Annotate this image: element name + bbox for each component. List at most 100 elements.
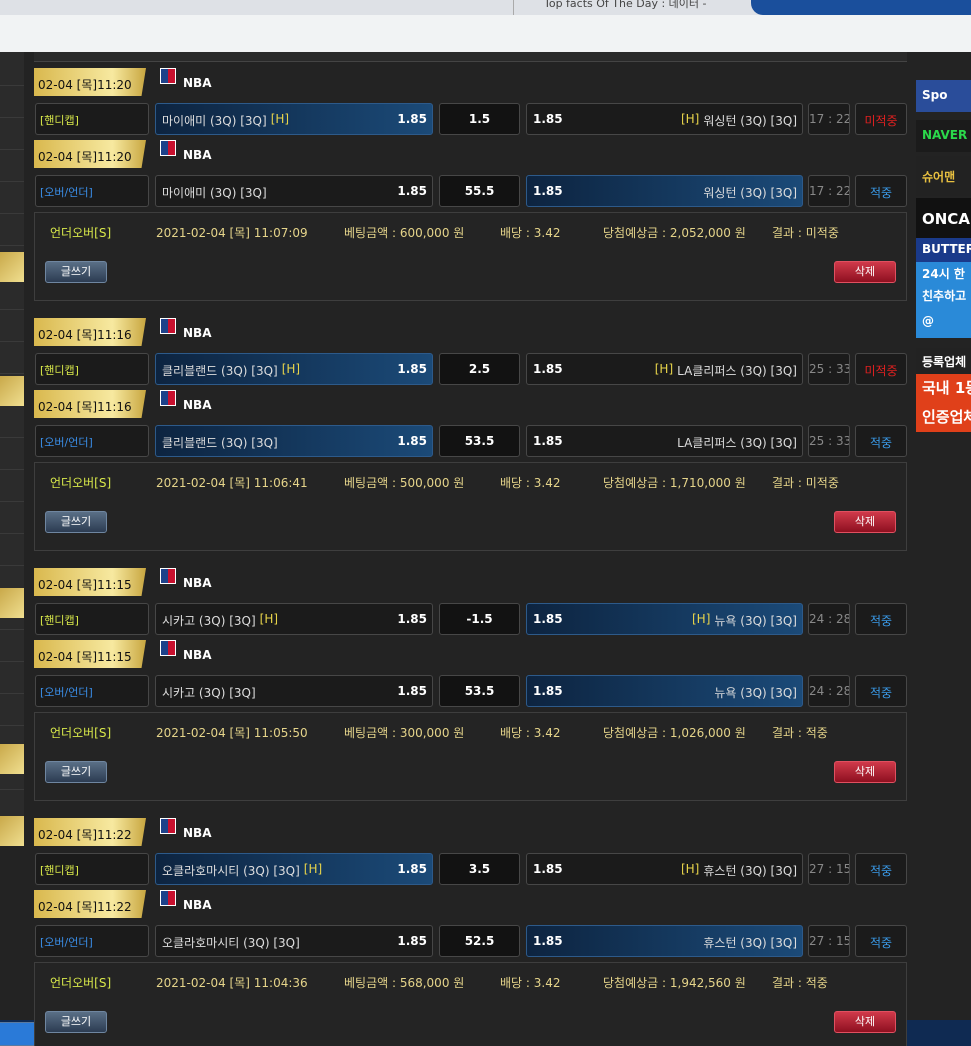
summary-odds: 배당 : 3.42: [500, 476, 561, 490]
home-team: 오클라호마시티 (3Q) [3Q]: [162, 864, 300, 878]
sidebar-banner[interactable]: 친추하고: [916, 284, 971, 306]
score: 24 : 28: [808, 675, 850, 707]
sidebar-banner[interactable]: 등록업체: [916, 348, 971, 374]
bet-type[interactable]: [핸디캡]: [35, 103, 149, 135]
league-icon: [160, 818, 176, 834]
score-text: 25 : 33: [809, 434, 850, 448]
summary-datetime: 2021-02-04 [목] 11:05:50: [156, 726, 308, 740]
league-icon: [160, 640, 176, 656]
summary-expected: 당첨예상금 : 1,026,000 원: [603, 726, 746, 740]
line-option[interactable]: 2.5: [439, 353, 520, 385]
away-option[interactable]: 1.85 휴스턴 (3Q) [3Q] [H]: [526, 853, 803, 885]
away-option[interactable]: 1.85 LA클리퍼스 (3Q) [3Q] [H]: [526, 353, 803, 385]
away-odds: 1.85: [533, 934, 563, 948]
line-option[interactable]: 53.5: [439, 675, 520, 707]
sidebar-banner[interactable]: NAVER: [916, 120, 971, 152]
bet-type[interactable]: [핸디캡]: [35, 853, 149, 885]
home-odds: 1.85: [397, 612, 427, 626]
score: 25 : 33: [808, 425, 850, 457]
address-bar: [0, 15, 971, 52]
home-option[interactable]: 마이애미 (3Q) [3Q] [H] 1.85: [155, 103, 433, 135]
line-option[interactable]: 3.5: [439, 853, 520, 885]
sidebar-banner[interactable]: 슈어맨: [916, 156, 971, 196]
home-option[interactable]: 시카고 (3Q) [3Q] [H] 1.85: [155, 603, 433, 635]
bet-type[interactable]: [오버/언더]: [35, 925, 149, 957]
left-gold: [0, 816, 24, 846]
home-team: 시카고 (3Q) [3Q]: [162, 686, 256, 700]
line-option[interactable]: 52.5: [439, 925, 520, 957]
home-option[interactable]: 마이애미 (3Q) [3Q] 1.85: [155, 175, 433, 207]
sidebar-banner[interactable]: 국내 1등: [916, 374, 971, 396]
home-option[interactable]: 클리블랜드 (3Q) [3Q] 1.85: [155, 425, 433, 457]
bet-type[interactable]: [핸디캡]: [35, 353, 149, 385]
time-tag: 02-04 [목]11:20: [34, 140, 146, 168]
summary-odds: 배당 : 3.42: [500, 976, 561, 990]
line-option[interactable]: 55.5: [439, 175, 520, 207]
banner-text: BUTTER: [922, 242, 971, 256]
home-odds: 1.85: [397, 934, 427, 948]
new-tab-area: [751, 0, 971, 15]
delete-button[interactable]: 삭제: [834, 261, 896, 283]
line-option[interactable]: 1.5: [439, 103, 520, 135]
away-odds: 1.85: [533, 112, 563, 126]
home-option[interactable]: 시카고 (3Q) [3Q] 1.85: [155, 675, 433, 707]
left-item: [0, 600, 24, 630]
delete-button[interactable]: 삭제: [834, 761, 896, 783]
write-button[interactable]: 글쓰기: [45, 511, 107, 533]
bet-type-label: [핸디캡]: [40, 114, 79, 127]
away-option[interactable]: 1.85 LA클리퍼스 (3Q) [3Q]: [526, 425, 803, 457]
time-tag: 02-04 [목]11:16: [34, 390, 146, 418]
left-item: [0, 408, 24, 438]
away-team: 워싱턴 (3Q) [3Q]: [703, 114, 797, 128]
sidebar-banner[interactable]: 24시 한: [916, 262, 971, 284]
bet-type[interactable]: [오버/언더]: [35, 425, 149, 457]
summary-amount: 베팅금액 : 568,000 원: [344, 976, 465, 990]
bet-type-label: [오버/언더]: [40, 436, 93, 449]
summary-amount: 베팅금액 : 500,000 원: [344, 476, 465, 490]
league-name: NBA: [183, 648, 212, 662]
status: 적중: [855, 425, 907, 457]
bet-summary: 언더오버[S] 2021-02-04 [목] 11:05:50 베팅금액 : 300…: [34, 712, 907, 801]
away-option[interactable]: 1.85 뉴욕 (3Q) [3Q] [H]: [526, 603, 803, 635]
status: 적중: [855, 675, 907, 707]
delete-button[interactable]: 삭제: [834, 511, 896, 533]
banner-text: Spo: [922, 88, 948, 102]
write-button[interactable]: 글쓰기: [45, 261, 107, 283]
banner-text: NAVER: [922, 128, 968, 142]
bet-type[interactable]: [오버/언더]: [35, 675, 149, 707]
sidebar-banner[interactable]: @: [916, 306, 971, 338]
line-option[interactable]: -1.5: [439, 603, 520, 635]
away-team: LA클리퍼스 (3Q) [3Q]: [677, 364, 797, 378]
score: 17 : 22: [808, 175, 850, 207]
sidebar-banner[interactable]: ONCA: [916, 198, 971, 238]
left-item: [0, 504, 24, 534]
bet-type[interactable]: [핸디캡]: [35, 603, 149, 635]
sidebar-banner[interactable]: 인증업체: [916, 396, 971, 432]
away-tag: [H]: [680, 112, 700, 126]
bet-type[interactable]: [오버/언더]: [35, 175, 149, 207]
sidebar-banner[interactable]: Spo: [916, 80, 971, 112]
tab[interactable]: Top facts Of The Day : 데이터 -: [513, 0, 751, 15]
status-text: 적중: [869, 186, 893, 200]
away-odds: 1.85: [533, 434, 563, 448]
write-button[interactable]: 글쓰기: [45, 1011, 107, 1033]
away-option[interactable]: 1.85 워싱턴 (3Q) [3Q]: [526, 175, 803, 207]
left-item: [0, 632, 24, 662]
score-text: 25 : 33: [809, 362, 850, 376]
bet-type-label: [오버/언더]: [40, 936, 93, 949]
line-option[interactable]: 53.5: [439, 425, 520, 457]
status-text: 미적중: [864, 114, 898, 128]
sidebar-banner[interactable]: BUTTER: [916, 238, 971, 262]
away-option[interactable]: 1.85 휴스턴 (3Q) [3Q]: [526, 925, 803, 957]
away-option[interactable]: 1.85 뉴욕 (3Q) [3Q]: [526, 675, 803, 707]
score: 24 : 28: [808, 603, 850, 635]
home-option[interactable]: 오클라호마시티 (3Q) [3Q] [H] 1.85: [155, 853, 433, 885]
write-button[interactable]: 글쓰기: [45, 761, 107, 783]
home-option[interactable]: 클리블랜드 (3Q) [3Q] [H] 1.85: [155, 353, 433, 385]
score: 27 : 15: [808, 925, 850, 957]
line-value: 55.5: [464, 184, 495, 198]
home-option[interactable]: 오클라호마시티 (3Q) [3Q] 1.85: [155, 925, 433, 957]
away-option[interactable]: 1.85 워싱턴 (3Q) [3Q] [H]: [526, 103, 803, 135]
delete-button[interactable]: 삭제: [834, 1011, 896, 1033]
